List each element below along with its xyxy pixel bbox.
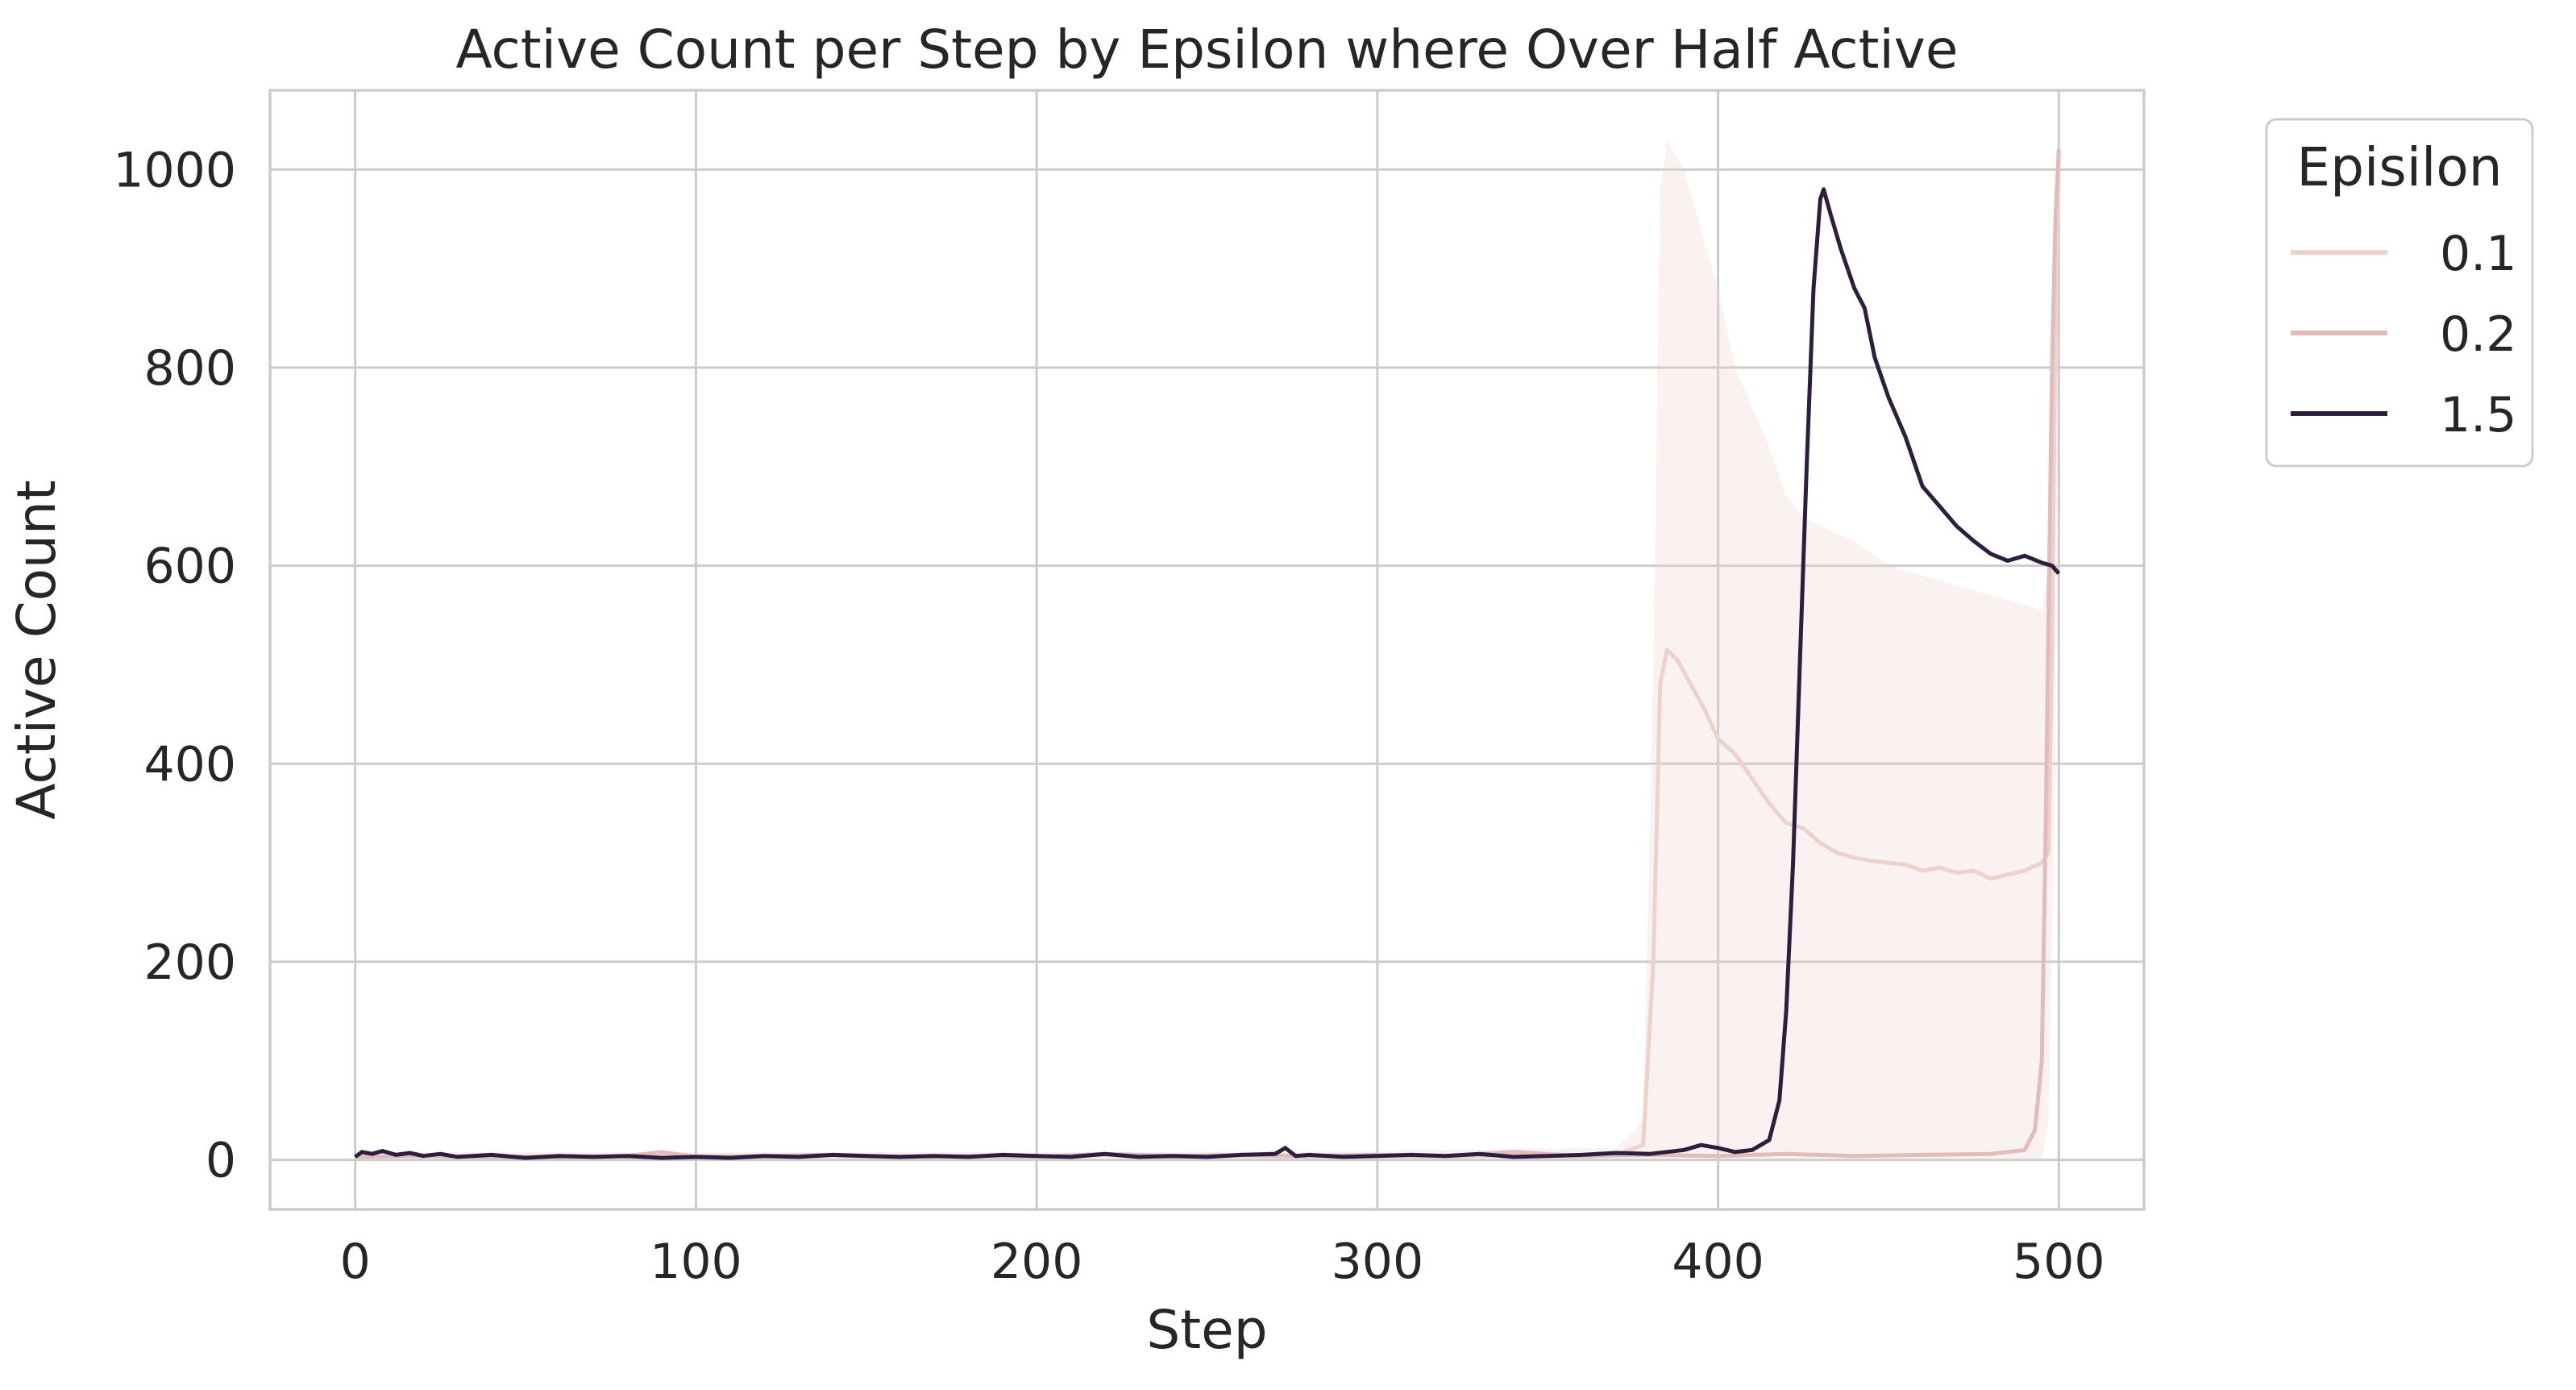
y-tick-label: 0 xyxy=(206,1133,236,1189)
grid xyxy=(270,90,2144,1209)
x-tick-label: 0 xyxy=(340,1234,371,1290)
x-tick-label: 400 xyxy=(1672,1234,1764,1290)
x-axis-title: Step xyxy=(1146,1299,1267,1361)
x-tick-label: 200 xyxy=(991,1234,1083,1290)
series-lines xyxy=(354,149,2061,1160)
x-tick-label: 100 xyxy=(650,1234,742,1290)
y-tick-label: 400 xyxy=(143,736,236,793)
y-tick-label: 200 xyxy=(143,934,236,991)
band-0-1 xyxy=(355,139,2059,1160)
y-tick-label: 600 xyxy=(143,539,236,595)
legend: Episilon 0.1 0.2 1.5 xyxy=(2265,118,2534,468)
confidence-band xyxy=(355,139,2059,1160)
legend-box xyxy=(2265,118,2534,468)
y-axis-title: Active Count xyxy=(6,480,68,819)
legend-label: 0.1 xyxy=(2440,226,2516,282)
x-tick-label: 500 xyxy=(2013,1234,2105,1290)
legend-label: 0.2 xyxy=(2440,306,2516,363)
x-axis-ticks: 0 100 200 300 400 500 xyxy=(340,1234,2105,1290)
plot-frame xyxy=(268,89,2146,1211)
y-tick-label: 800 xyxy=(143,340,236,397)
legend-items: 0.1 0.2 1.5 xyxy=(2291,226,2516,443)
legend-label: 1.5 xyxy=(2440,387,2516,443)
series-line-1-5 xyxy=(354,187,2061,1160)
y-tick-label: 1000 xyxy=(113,142,236,198)
chart-title: Active Count per Step by Epsilon where O… xyxy=(456,19,1959,81)
y-axis-ticks: 0 200 400 600 800 1000 xyxy=(113,142,236,1188)
x-tick-label: 300 xyxy=(1332,1234,1424,1290)
legend-title: Episilon xyxy=(2296,136,2502,198)
